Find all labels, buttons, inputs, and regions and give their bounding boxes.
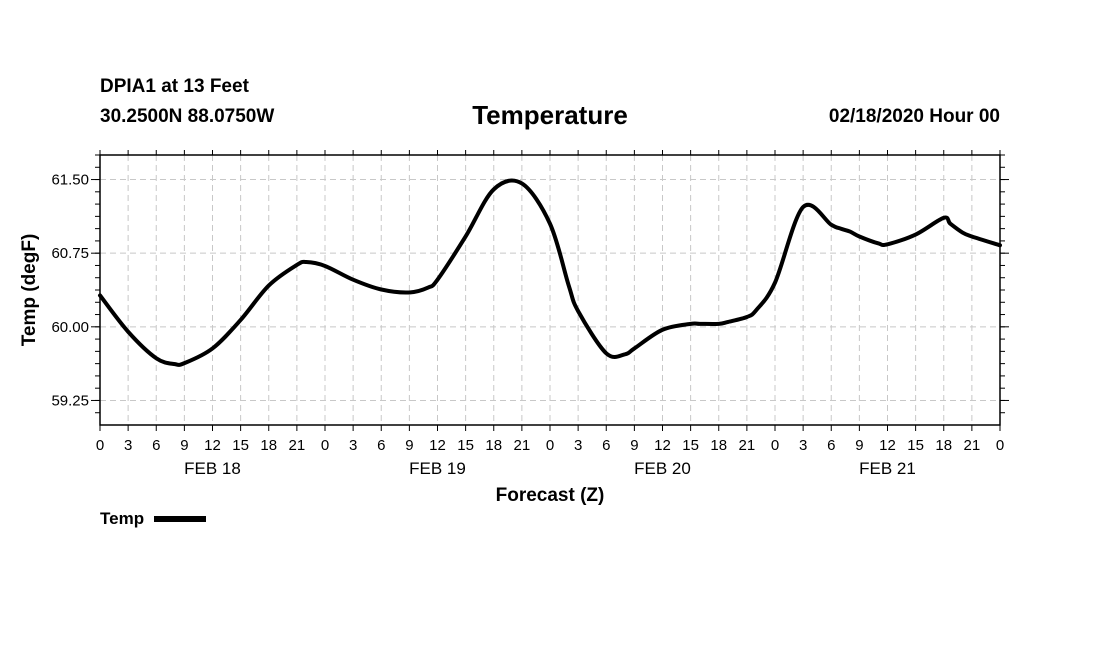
x-tick-label: 12 [204,437,221,454]
x-tick-label: 3 [799,437,807,454]
x-tick-label: 3 [349,437,357,454]
x-tick-label: 0 [996,437,1004,454]
x-tick-label: 0 [321,437,329,454]
day-label: FEB 21 [859,459,916,478]
y-tick-label: 60.75 [51,245,89,262]
series-line-temp [98,178,1002,367]
x-tick-label: 6 [152,437,160,454]
x-tick-label: 18 [485,437,502,454]
x-tick-label: 6 [377,437,385,454]
run-time-label: 02/18/2020 Hour 00 [828,106,1000,127]
plot-frame [99,154,1001,426]
x-tick-label: 21 [739,437,756,454]
x-tick-label: 9 [405,437,413,454]
chart-title: Temperature [472,100,628,130]
x-tick-label: 6 [602,437,610,454]
legend-swatch [154,516,207,522]
x-tick-label: 9 [855,437,863,454]
x-tick-label: 0 [771,437,779,454]
day-label: FEB 18 [184,459,241,478]
legend-label: Temp [100,509,145,528]
x-tick-label: 15 [457,437,474,454]
x-tick-label: 21 [514,437,531,454]
x-tick-label: 12 [879,437,896,454]
day-label: FEB 19 [409,459,466,478]
x-tick-label: 15 [232,437,249,454]
y-tick-label: 59.25 [51,392,89,409]
station-label: DPIA1 at 13 Feet [100,76,249,97]
x-tick-label: 18 [935,437,952,454]
x-tick-label: 15 [682,437,699,454]
x-tick-label: 0 [96,437,104,454]
day-label: FEB 20 [634,459,691,478]
x-tick-label: 15 [907,437,924,454]
y-axis-label: Temp (degF) [19,234,40,347]
x-tick-label: 3 [124,437,132,454]
x-tick-label: 9 [630,437,638,454]
y-tick-label: 60.00 [51,319,89,336]
x-tick-label: 18 [260,437,277,454]
x-tick-label: 6 [827,437,835,454]
coordinates-label: 30.2500N 88.0750W [100,106,275,127]
x-axis-label: Forecast (Z) [496,485,605,506]
legend: Temp [100,509,207,529]
x-tick-label: 12 [654,437,671,454]
x-tick-label: 0 [546,437,554,454]
series-layer [98,178,1002,367]
x-tick-label: 3 [574,437,582,454]
x-tick-label: 21 [289,437,306,454]
axes: 0 3 6 9 12 15 18 21 0 3 6 9 12 15 18 21 0 3 6 9 12 15 18 21 0 3 6 9… [51,150,1009,478]
x-tick-label: 9 [180,437,188,454]
y-tick-label: 61.50 [51,172,89,189]
x-tick-label: 12 [429,437,446,454]
x-tick-label: 21 [964,437,981,454]
grid [100,155,1000,425]
x-tick-label: 18 [710,437,727,454]
